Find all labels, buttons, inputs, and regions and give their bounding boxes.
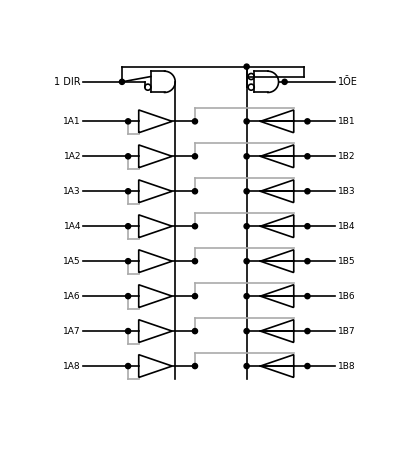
Circle shape — [305, 329, 310, 334]
Text: 1A8: 1A8 — [63, 361, 81, 370]
Text: 1B4: 1B4 — [338, 222, 355, 231]
Text: 1A3: 1A3 — [63, 187, 81, 196]
Circle shape — [126, 259, 131, 264]
Text: 1A6: 1A6 — [63, 291, 81, 301]
Circle shape — [305, 259, 310, 264]
Text: 1B3: 1B3 — [338, 187, 355, 196]
Circle shape — [192, 154, 198, 159]
Circle shape — [126, 154, 131, 159]
Circle shape — [305, 189, 310, 194]
Circle shape — [244, 294, 249, 299]
Text: 1B7: 1B7 — [338, 326, 355, 336]
Circle shape — [126, 294, 131, 299]
Text: 1A7: 1A7 — [63, 326, 81, 336]
Circle shape — [244, 259, 249, 264]
Circle shape — [244, 119, 249, 124]
Circle shape — [244, 189, 249, 194]
Circle shape — [305, 224, 310, 229]
Circle shape — [244, 224, 249, 229]
Text: 1B1: 1B1 — [338, 117, 355, 126]
Circle shape — [126, 329, 131, 334]
Circle shape — [192, 294, 198, 299]
Circle shape — [192, 119, 198, 124]
Circle shape — [119, 79, 124, 84]
Text: 1A2: 1A2 — [64, 152, 81, 161]
Circle shape — [126, 364, 131, 369]
Circle shape — [244, 154, 249, 159]
Text: 1B5: 1B5 — [338, 257, 355, 266]
Circle shape — [305, 154, 310, 159]
Text: 1A1: 1A1 — [63, 117, 81, 126]
Circle shape — [305, 294, 310, 299]
Text: 1B6: 1B6 — [338, 291, 355, 301]
Circle shape — [305, 119, 310, 124]
Text: 1B2: 1B2 — [338, 152, 355, 161]
Text: 1A5: 1A5 — [63, 257, 81, 266]
Circle shape — [192, 259, 198, 264]
Circle shape — [282, 79, 287, 84]
Circle shape — [192, 329, 198, 334]
Circle shape — [192, 364, 198, 369]
Circle shape — [192, 189, 198, 194]
Circle shape — [126, 119, 131, 124]
Text: 1B8: 1B8 — [338, 361, 355, 370]
Circle shape — [305, 364, 310, 369]
Circle shape — [126, 189, 131, 194]
Circle shape — [244, 364, 249, 369]
Circle shape — [126, 224, 131, 229]
Text: 1 DIR: 1 DIR — [54, 77, 81, 87]
Text: 1ŎE: 1ŎE — [338, 77, 358, 87]
Circle shape — [192, 224, 198, 229]
Text: 1A4: 1A4 — [64, 222, 81, 231]
Circle shape — [244, 64, 249, 69]
Circle shape — [244, 329, 249, 334]
